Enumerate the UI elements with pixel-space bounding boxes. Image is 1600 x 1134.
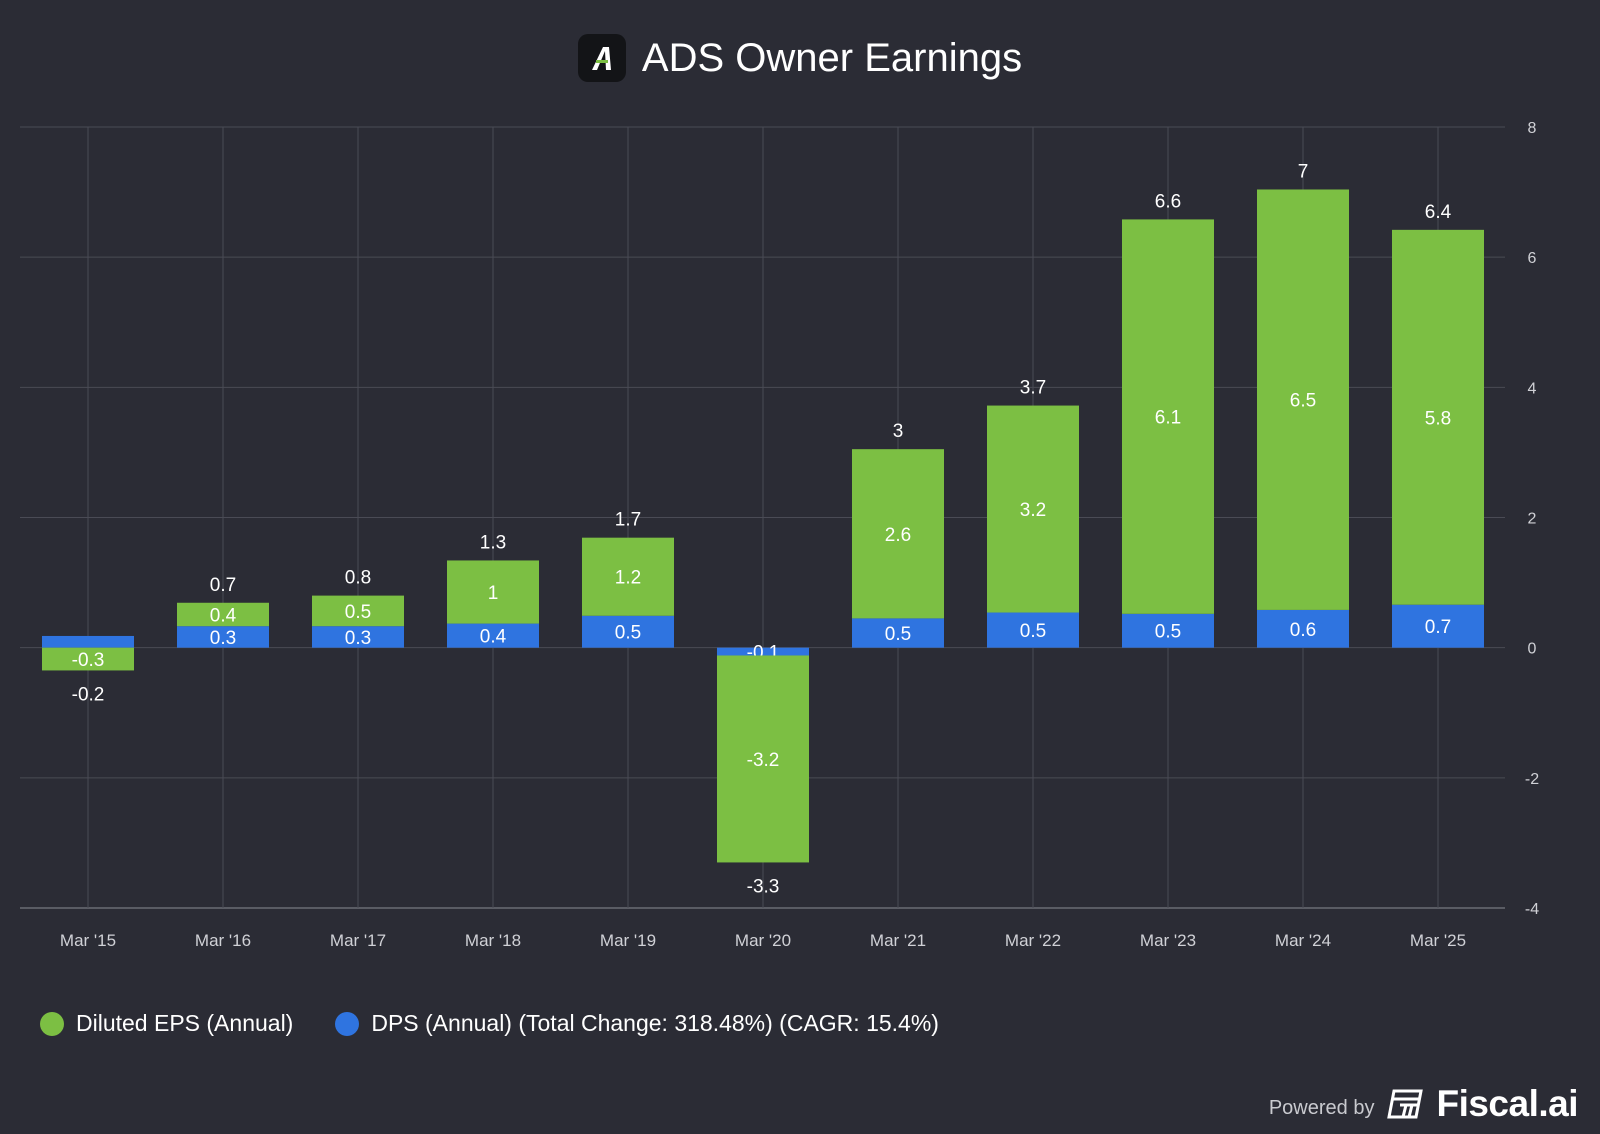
- eps-bar: [987, 405, 1079, 613]
- eps-bar-label: 1.2: [615, 568, 641, 589]
- dps-bar-label: 0.6: [1290, 620, 1316, 641]
- dps-bar: [1257, 609, 1349, 648]
- dps-bar-label: 0.5: [885, 624, 911, 645]
- dps-bar: [852, 618, 944, 648]
- eps-bar: [42, 647, 134, 671]
- dps-bar: [987, 612, 1079, 648]
- eps-bar: [717, 655, 809, 863]
- total-label: 7: [1298, 161, 1309, 182]
- dps-bar-label: 0.5: [1155, 622, 1181, 643]
- eps-bar-label: 1: [488, 583, 499, 604]
- dps-bar: [42, 635, 134, 648]
- x-tick-label: Mar '22: [1005, 931, 1061, 950]
- eps-bar: [312, 595, 404, 627]
- eps-bar-label: 2.6: [885, 525, 911, 546]
- eps-bar-label: 0.4: [210, 605, 237, 626]
- eps-bar-label: -3.2: [747, 750, 780, 771]
- total-label: 1.7: [615, 510, 641, 531]
- eps-bar-label: 6.1: [1155, 408, 1181, 429]
- dps-legend-dot-icon: [335, 1011, 360, 1036]
- x-tick-label: Mar '23: [1140, 931, 1196, 950]
- x-tick-label: Mar '20: [735, 931, 791, 950]
- eps-bar: [1392, 229, 1484, 605]
- title-text: ADS Owner Earnings: [641, 35, 1023, 80]
- x-tick-label: Mar '19: [600, 931, 656, 950]
- eps-bar: [1257, 189, 1349, 610]
- dps-bar-label: 0.3: [210, 628, 236, 649]
- dps-bar: [1392, 604, 1484, 648]
- dps-bar: [447, 623, 539, 648]
- eps-legend-dot-icon: [40, 1011, 64, 1036]
- dps-bar-label: 0.5: [1020, 621, 1046, 642]
- eps-bar-label: 6.5: [1290, 391, 1316, 412]
- total-label: 3: [893, 421, 904, 442]
- fiscal-logo-icon: [1387, 1089, 1424, 1119]
- dps-bar-label: 0.5: [615, 623, 641, 644]
- x-tick-label: Mar '24: [1275, 931, 1331, 950]
- total-label: 3.7: [1020, 378, 1046, 399]
- x-tick-label: Mar '18: [465, 931, 521, 950]
- dps-bar: [1122, 613, 1214, 648]
- legend-label: Diluted EPS (Annual): [76, 1010, 294, 1036]
- x-tick-label: Mar '21: [870, 931, 926, 950]
- total-label: -3.3: [747, 876, 780, 897]
- dps-bar: [312, 626, 404, 648]
- powered-by-text: Powered by: [1268, 1096, 1375, 1119]
- dps-bar-label: 0.3: [345, 628, 371, 649]
- dps-bar: [582, 615, 674, 648]
- ads-logo-icon: [577, 34, 626, 82]
- fiscal-brand: Fiscal.ai: [1436, 1083, 1578, 1124]
- total-label: -0.2: [72, 684, 105, 705]
- y-tick-label: 2: [1528, 511, 1537, 528]
- legend-item-eps[interactable]: Diluted EPS (Annual): [40, 1010, 293, 1037]
- dps-bar: [177, 626, 269, 648]
- eps-bar: [177, 602, 269, 627]
- legend-label: DPS (Annual) (Total Change: 318.48%) (CA…: [371, 1010, 939, 1036]
- dps-bar: [717, 647, 809, 656]
- bar-chart: -4 -2 0 2 4 6 8 Mar '15 Mar '16 Mar '17 Mar '18 Mar…: [20, 120, 1539, 950]
- chart-title: ADS Owner Earnings: [0, 34, 1600, 82]
- powered-by-footer: Powered by Fiscal.ai: [1268, 1083, 1579, 1125]
- dps-bar-label: 0.7: [1425, 617, 1451, 638]
- eps-bar-label: 5.8: [1425, 408, 1451, 429]
- y-tick-label: -2: [1525, 771, 1539, 788]
- x-tick-label: Mar '15: [60, 931, 116, 950]
- y-tick-label: -4: [1525, 901, 1539, 918]
- total-label: 6.6: [1155, 191, 1181, 212]
- eps-bar-label: -0.3: [72, 650, 105, 671]
- total-label: 0.8: [345, 568, 371, 589]
- eps-bar: [1122, 219, 1214, 614]
- total-label: 0.7: [210, 575, 236, 596]
- x-tick-label: Mar '25: [1410, 931, 1466, 950]
- eps-bar-label: 3.2: [1020, 500, 1046, 521]
- x-tick-label: Mar '16: [195, 931, 251, 950]
- y-tick-label: 0: [1528, 641, 1537, 658]
- x-tick-label: Mar '17: [330, 931, 386, 950]
- legend-item-dps[interactable]: DPS (Annual) (Total Change: 318.48%) (CA…: [335, 1010, 939, 1037]
- y-tick-label: 4: [1528, 380, 1537, 397]
- y-tick-label: 6: [1528, 250, 1537, 267]
- y-tick-label: 8: [1528, 120, 1537, 137]
- legend: Diluted EPS (Annual) DPS (Annual) (Total…: [40, 1010, 939, 1037]
- total-label: 1.3: [480, 532, 506, 553]
- eps-bar-label: 0.5: [345, 602, 371, 623]
- eps-bar: [447, 560, 539, 624]
- eps-bar: [852, 449, 944, 619]
- total-label: 6.4: [1425, 202, 1452, 223]
- eps-bar: [582, 537, 674, 616]
- dps-bar-label: 0.4: [480, 627, 507, 648]
